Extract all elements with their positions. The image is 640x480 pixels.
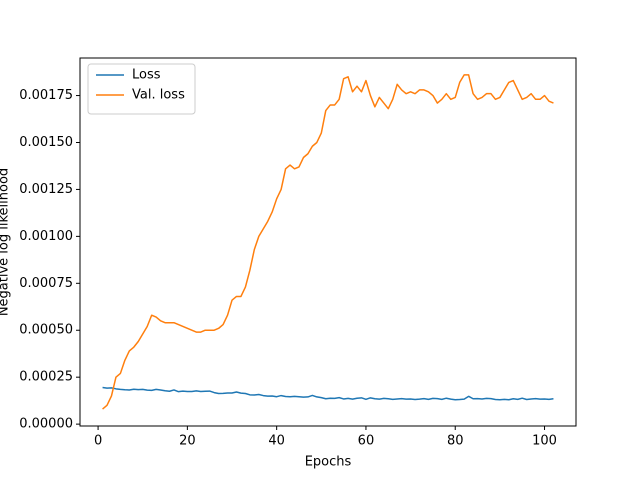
x-axis-label: Epochs xyxy=(305,455,352,470)
x-tick-label: 100 xyxy=(532,434,557,449)
legend-box xyxy=(87,63,196,115)
y-tick-label: 0.00150 xyxy=(19,135,73,150)
legend-label: Loss xyxy=(132,68,161,83)
y-tick-label: 0.00050 xyxy=(19,323,73,338)
y-tick-label: 0.00025 xyxy=(19,370,73,385)
x-tick-label: 20 xyxy=(179,434,196,449)
y-tick-label: 0.00175 xyxy=(19,88,73,103)
y-tick-label: 0.00125 xyxy=(19,182,73,197)
x-tick-label: 40 xyxy=(268,434,285,449)
plot-area xyxy=(80,58,576,426)
axes-frame xyxy=(79,57,577,427)
x-tick-label: 0 xyxy=(94,434,102,449)
y-axis-label: Negative log likelihood xyxy=(0,168,12,316)
y-tick-label: 0.00100 xyxy=(19,229,73,244)
legend: Loss Val. loss xyxy=(87,63,196,115)
x-tick-label: 80 xyxy=(447,434,464,449)
x-tick-label: 60 xyxy=(358,434,375,449)
series-line xyxy=(102,74,554,410)
y-tick-label: 0.00000 xyxy=(19,417,73,432)
series-line xyxy=(102,386,554,401)
y-tick-label: 0.00075 xyxy=(19,276,73,291)
legend-label: Val. loss xyxy=(132,88,185,103)
